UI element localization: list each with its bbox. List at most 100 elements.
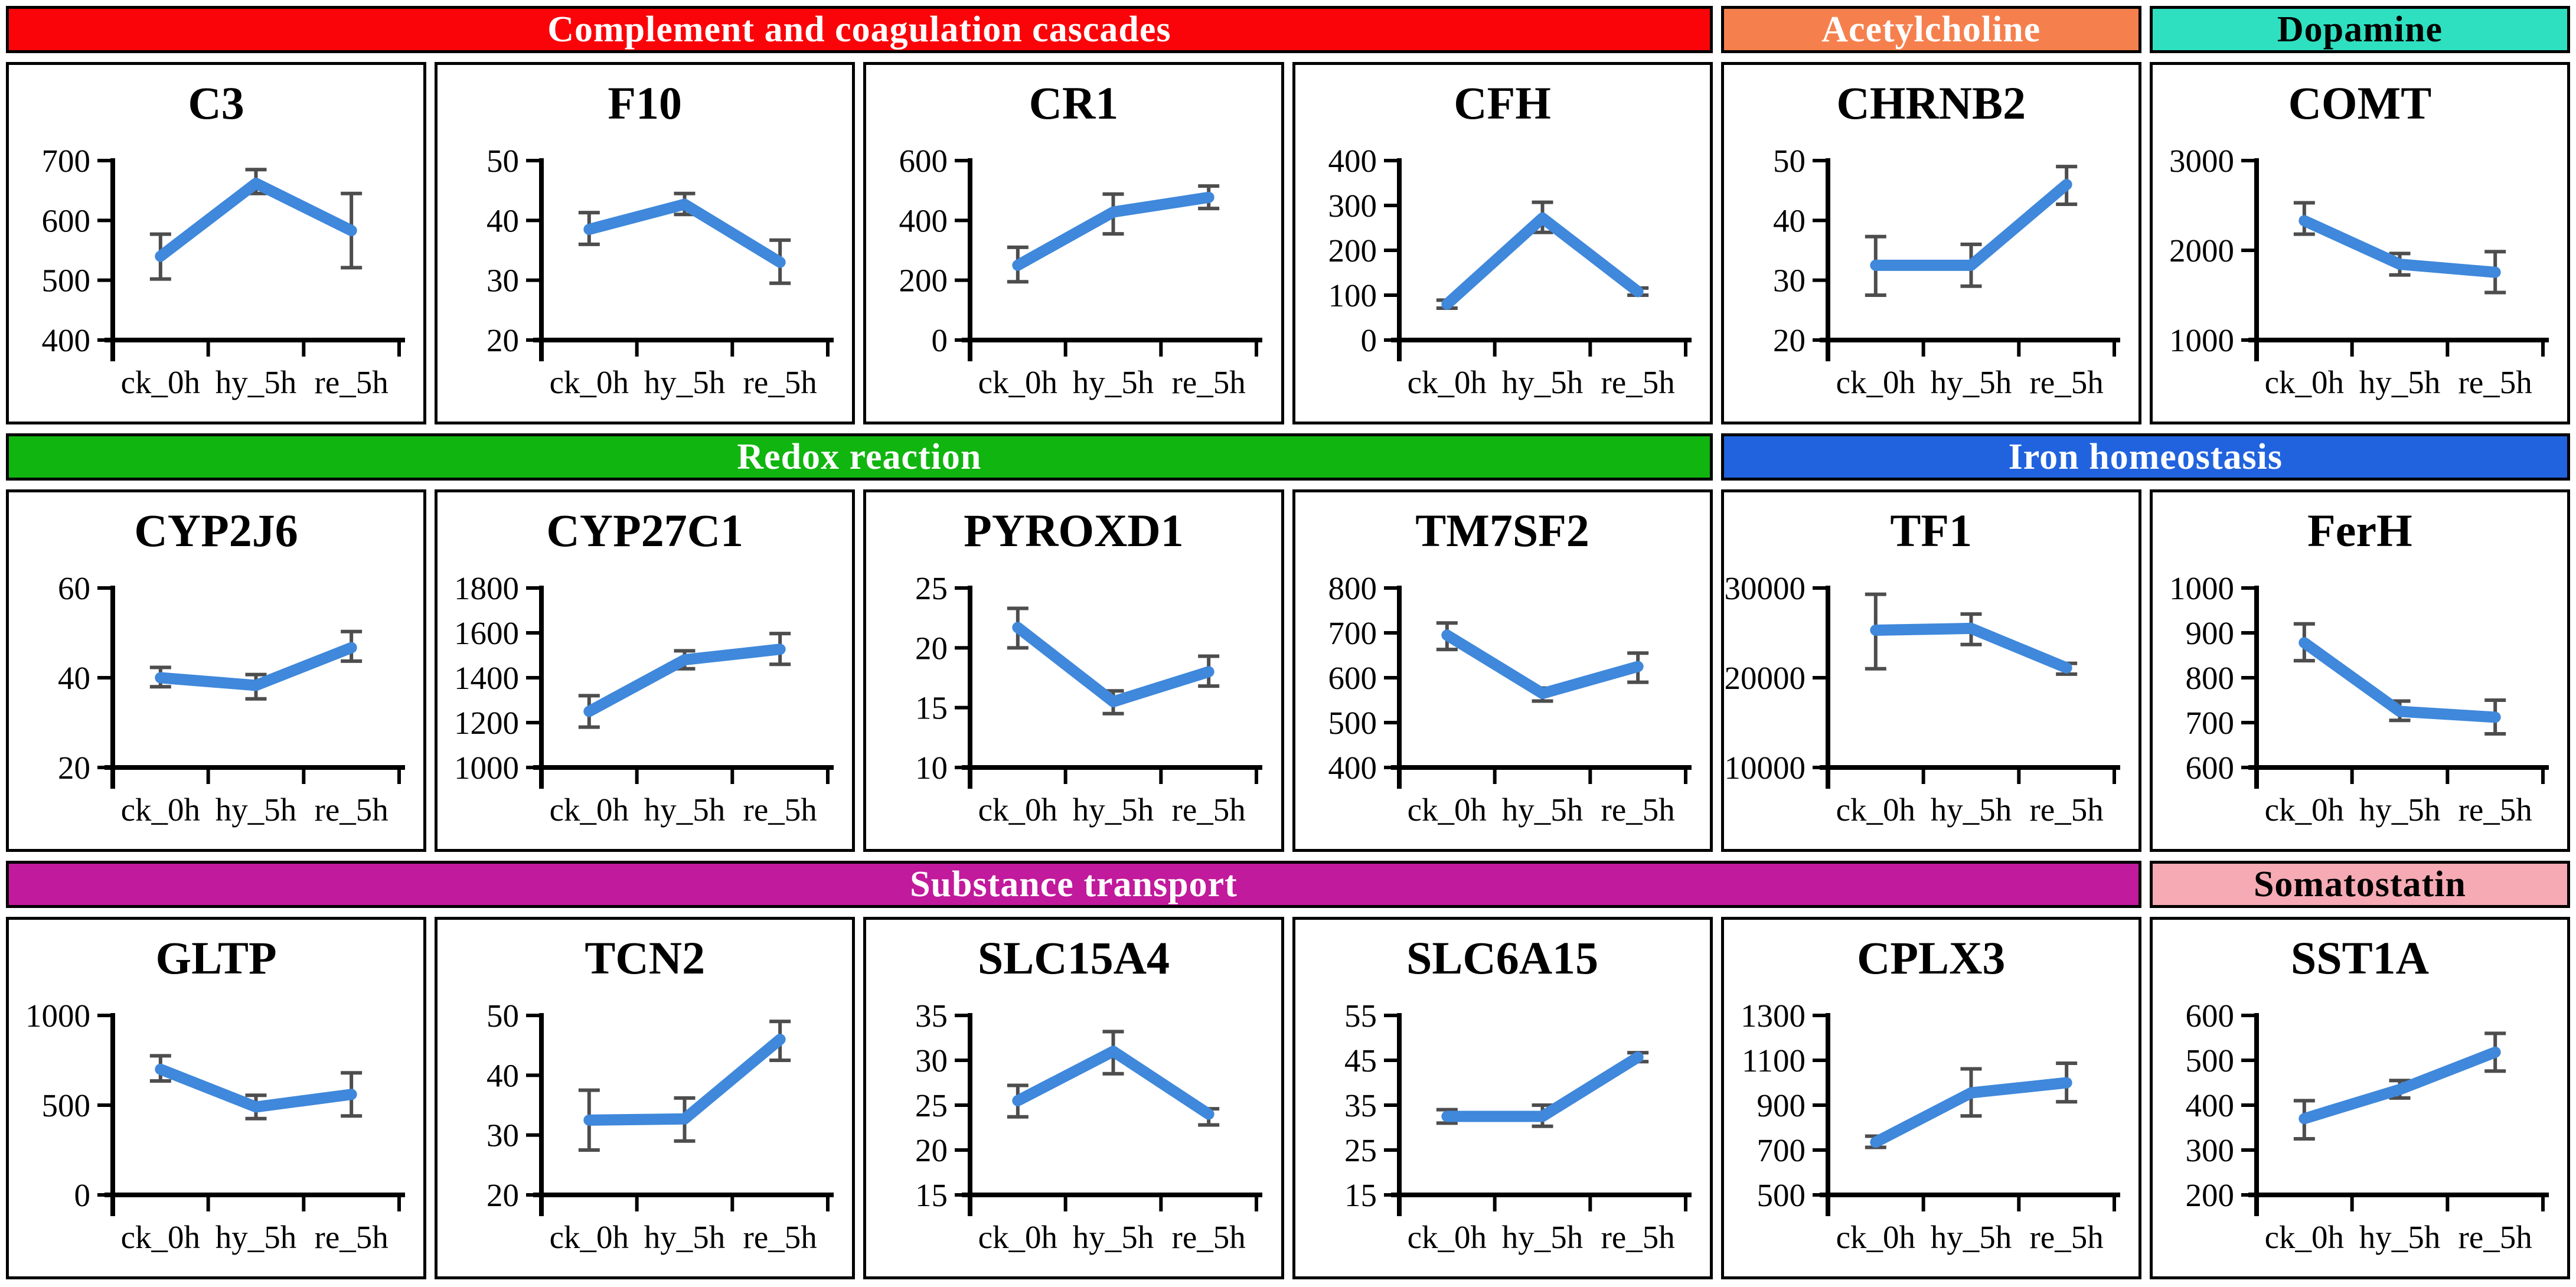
y-tick-label: 20 bbox=[1773, 322, 1806, 358]
x-tick-label: hy_5h bbox=[644, 364, 726, 400]
chart-plot: 400 500 600 700 800 ck_0h hy_5h re_5h bbox=[1328, 570, 1692, 828]
chart-plot: 0 200 400 600 ck_0h hy_5h re_5h bbox=[899, 143, 1263, 400]
x-tick-label: re_5h bbox=[1172, 792, 1246, 828]
chart-f10: F10 20 30 40 50 ck_0h hy_5h re_5h bbox=[435, 62, 856, 424]
y-tick-label: 20 bbox=[487, 322, 519, 358]
x-tick-label: ck_0h bbox=[2265, 364, 2344, 400]
data-line bbox=[2299, 636, 2501, 723]
x-tick-label: hy_5h bbox=[1930, 792, 2012, 828]
y-tick-label: 50 bbox=[1773, 143, 1806, 179]
y-tick-label: 30 bbox=[915, 1043, 948, 1079]
y-tick-label: 500 bbox=[42, 1087, 91, 1123]
y-tick-label: 600 bbox=[2185, 998, 2234, 1034]
data-line bbox=[1441, 1051, 1644, 1122]
data-line bbox=[1012, 191, 1215, 271]
y-tick-label: 0 bbox=[932, 322, 948, 358]
chart-chrnb2: CHRNB2 20 30 40 50 ck_0h hy_5h re_5h bbox=[1720, 62, 2141, 424]
section-header-label: Substance transport bbox=[910, 864, 1238, 904]
chart-title: FerH bbox=[2307, 505, 2412, 556]
y-tick-label: 700 bbox=[2185, 705, 2234, 741]
y-tick-label: 40 bbox=[487, 202, 519, 239]
chart-ferh: FerH 600 700 800 900 1000 ck_0h hy_5h re_5h bbox=[2149, 489, 2570, 852]
y-tick-label: 0 bbox=[74, 1177, 91, 1213]
chart-title: CYP27C1 bbox=[546, 505, 744, 556]
x-tick-label: hy_5h bbox=[1501, 1219, 1583, 1255]
x-tick-label: re_5h bbox=[1601, 1219, 1674, 1255]
y-tick-label: 30 bbox=[1773, 262, 1806, 298]
chart-plot: 20 30 40 50 ck_0h hy_5h re_5h bbox=[487, 998, 834, 1255]
section-header-label: Redox reaction bbox=[737, 436, 982, 477]
section-header-label: Dopamine bbox=[2277, 9, 2443, 50]
y-tick-label: 1000 bbox=[454, 750, 519, 786]
section-header-dopamine: Dopamine bbox=[2149, 6, 2570, 53]
chart-title: SLC6A15 bbox=[1406, 932, 1599, 984]
chart-tf1: TF1 10000 20000 30000 ck_0h hy_5h re_5h bbox=[1720, 489, 2141, 852]
section-header-redox-reaction: Redox reaction bbox=[6, 433, 1713, 481]
x-tick-label: ck_0h bbox=[121, 792, 200, 828]
y-tick-label: 600 bbox=[1328, 660, 1377, 696]
y-tick-label: 1300 bbox=[1741, 998, 1806, 1034]
data-line bbox=[1870, 1077, 2072, 1148]
x-tick-label: ck_0h bbox=[1836, 1219, 1915, 1255]
y-tick-label: 3000 bbox=[2169, 143, 2234, 179]
x-tick-label: ck_0h bbox=[550, 792, 629, 828]
chart-plot: 15 20 25 30 35 ck_0h hy_5h re_5h bbox=[915, 998, 1263, 1255]
y-tick-label: 500 bbox=[1328, 705, 1377, 741]
y-tick-label: 600 bbox=[2185, 750, 2234, 786]
data-line bbox=[583, 643, 786, 717]
chart-title: SST1A bbox=[2290, 932, 2429, 984]
y-tick-label: 55 bbox=[1344, 998, 1377, 1034]
x-tick-label: hy_5h bbox=[644, 792, 726, 828]
x-tick-label: re_5h bbox=[2458, 792, 2532, 828]
section-header-label: Iron homeostasis bbox=[2008, 436, 2283, 477]
y-tick-label: 700 bbox=[1328, 615, 1377, 651]
data-line bbox=[2299, 215, 2501, 278]
data-line bbox=[1012, 622, 1215, 707]
x-tick-label: ck_0h bbox=[1836, 792, 1915, 828]
data-line bbox=[1441, 212, 1644, 310]
y-tick-label: 800 bbox=[2185, 660, 2234, 696]
y-tick-label: 30 bbox=[487, 262, 519, 298]
x-tick-label: hy_5h bbox=[216, 792, 297, 828]
data-line bbox=[583, 1033, 786, 1126]
y-tick-label: 2000 bbox=[2169, 233, 2234, 269]
y-tick-label: 20000 bbox=[1725, 660, 1806, 696]
y-tick-label: 50 bbox=[487, 998, 519, 1034]
chart-cyp2j6: CYP2J6 20 40 60 ck_0h hy_5h re_5h bbox=[6, 489, 427, 852]
chart-cfh: CFH 0 100 200 300 400 ck_0h hy_5h re_5h bbox=[1292, 62, 1713, 424]
data-line bbox=[1870, 622, 2072, 674]
x-tick-label: hy_5h bbox=[216, 1219, 297, 1255]
x-tick-label: hy_5h bbox=[1501, 792, 1583, 828]
chart-plot: 500 700 900 1100 1300 ck_0h hy_5h re_5h bbox=[1741, 998, 2120, 1255]
x-tick-label: hy_5h bbox=[1073, 1219, 1154, 1255]
chart-comt: COMT 1000 2000 3000 ck_0h hy_5h re_5h bbox=[2149, 62, 2570, 424]
y-tick-label: 15 bbox=[1344, 1177, 1377, 1213]
y-tick-label: 40 bbox=[487, 1057, 519, 1093]
x-tick-label: re_5h bbox=[2029, 364, 2103, 400]
x-tick-label: ck_0h bbox=[1836, 364, 1915, 400]
chart-plot: 600 700 800 900 1000 ck_0h hy_5h re_5h bbox=[2169, 570, 2549, 828]
x-tick-label: ck_0h bbox=[2265, 792, 2344, 828]
y-tick-label: 1800 bbox=[454, 570, 519, 606]
data-line bbox=[1870, 178, 2072, 271]
y-tick-label: 1200 bbox=[454, 705, 519, 741]
x-tick-label: ck_0h bbox=[1407, 792, 1486, 828]
chart-slc6a15: SLC6A15 15 25 35 45 55 ck_0h hy_5h re_5h bbox=[1292, 917, 1713, 1279]
x-tick-label: re_5h bbox=[1601, 792, 1674, 828]
y-tick-label: 15 bbox=[915, 1177, 948, 1213]
y-tick-label: 10000 bbox=[1725, 750, 1806, 786]
section-header-label: Complement and coagulation cascades bbox=[547, 9, 1171, 50]
y-tick-label: 1600 bbox=[454, 615, 519, 651]
chart-title: CHRNB2 bbox=[1836, 77, 2026, 129]
data-line bbox=[155, 177, 357, 262]
section-header-iron-homeostasis: Iron homeostasis bbox=[1720, 433, 2570, 481]
y-tick-label: 50 bbox=[487, 143, 519, 179]
chart-title: GLTP bbox=[155, 932, 277, 984]
y-tick-label: 400 bbox=[2185, 1087, 2234, 1123]
section-header-label: Acetylcholine bbox=[1821, 9, 2041, 50]
y-tick-label: 0 bbox=[1360, 322, 1377, 358]
chart-plot: 10000 20000 30000 ck_0h hy_5h re_5h bbox=[1725, 570, 2120, 828]
chart-sst1a: SST1A 200 300 400 500 600 ck_0h hy_5h re_5h bbox=[2149, 917, 2570, 1279]
x-tick-label: ck_0h bbox=[978, 1219, 1057, 1255]
